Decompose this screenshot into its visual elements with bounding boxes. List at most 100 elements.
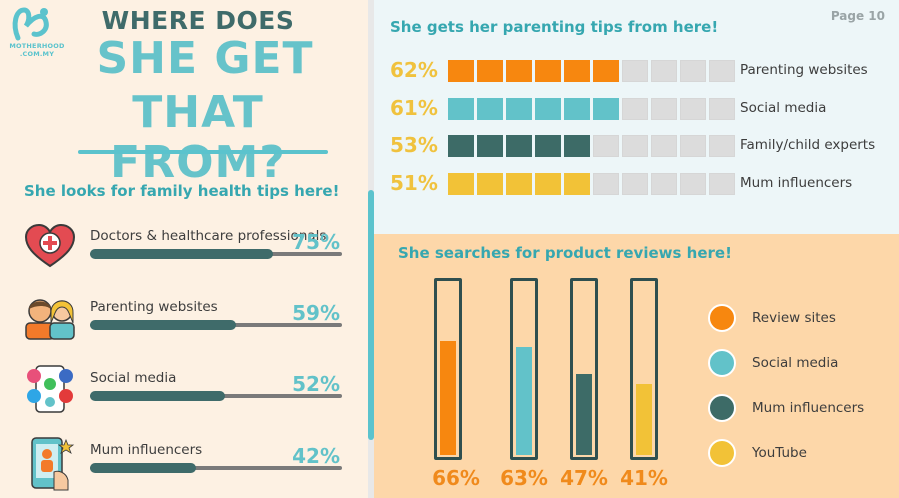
tube-review-sites [434,278,462,460]
tube-fill-social-media [516,347,532,455]
legend-label-youtube: YouTube [752,445,807,461]
legend-dot-review-sites [708,304,736,332]
tip-block [564,60,590,82]
legend-label-mum-influencers: Mum influencers [752,400,865,416]
legend-dot-social-media [708,349,736,377]
tip-block [593,60,619,82]
tip-pct-experts: 53% [390,133,438,157]
legend-dot-youtube [708,439,736,467]
tip-blocks-experts [448,135,738,159]
tip-block [622,60,648,82]
tip-block [535,98,561,120]
health-pct-influencers: 42% [292,444,340,468]
parents-icon [22,293,78,343]
health-label-doctors: Doctors & healthcare professionals [90,228,327,244]
tip-block [448,135,474,157]
tip-block [709,60,735,82]
motherhood-logo[interactable]: MOTHERHOOD .COM.MY [4,4,64,62]
logo-mark-icon [12,7,49,41]
social-apps-icon [22,364,78,414]
legend-social-media: Social media [708,349,888,379]
health-row-social: Social media 52% [20,364,350,414]
tip-block [506,60,532,82]
health-track-influencers [90,466,342,470]
tube-fill-review-sites [440,341,456,455]
review-pct-youtube: 41% [620,466,668,490]
tip-row-social: 61% Social media [390,96,890,124]
tube-mum-influencers [570,278,598,460]
health-pct-parenting: 59% [292,301,340,325]
tip-label-websites: Parenting websites [740,62,868,78]
logo-subtext: .COM.MY [19,50,55,58]
tip-block [709,135,735,157]
logo-text: MOTHERHOOD [9,42,65,50]
tip-block [506,98,532,120]
heart-plus-icon [22,222,78,272]
tip-blocks-social [448,98,738,122]
tip-block [535,60,561,82]
tip-block [680,135,706,157]
legend-label-social-media: Social media [752,355,839,371]
tip-block [651,60,677,82]
health-tips-heading: She looks for family health tips here! [24,182,340,200]
title-line-2: SHE GET [96,33,314,84]
health-bar-doctors [90,249,273,259]
health-bar-social [90,391,225,401]
tube-fill-mum-influencers [576,374,592,455]
health-bar-influencers [90,463,196,473]
health-pct-social: 52% [292,372,340,396]
tip-block [477,98,503,120]
tip-block [477,60,503,82]
scrollbar-thumb[interactable] [368,190,374,440]
tip-row-experts: 53% Family/child experts [390,133,890,161]
tip-block [564,98,590,120]
tip-block [680,60,706,82]
tip-block [535,173,561,195]
tip-block [477,173,503,195]
parenting-tips-heading: She gets her parenting tips from here! [390,18,719,36]
product-reviews-heading: She searches for product reviews here! [398,244,732,262]
tip-block [709,98,735,120]
tip-block [506,135,532,157]
page-number: Page 10 [830,9,885,23]
tip-pct-websites: 62% [390,58,438,82]
tip-block [448,173,474,195]
tip-block [593,98,619,120]
tip-block [593,135,619,157]
title-line-3: THAT FROM? [110,87,286,188]
tip-row-websites: 62% Parenting websites [390,58,890,86]
title-line-1: WHERE DOES [101,6,295,35]
legend-dot-mum-influencers [708,394,736,422]
product-reviews-panel: She searches for product reviews here! 6… [374,234,899,498]
title-underline [78,150,328,154]
parenting-tips-panel: Page 10 She gets her parenting tips from… [374,0,899,234]
tip-block [709,173,735,195]
legend-youtube: YouTube [708,439,888,469]
review-pct-social-media: 63% [500,466,548,490]
tip-block [622,98,648,120]
health-label-influencers: Mum influencers [90,442,203,458]
legend-review-sites: Review sites [708,304,888,334]
tip-row-influencers: 51% Mum influencers [390,171,890,199]
health-pct-doctors: 75% [292,230,340,254]
health-label-social: Social media [90,370,177,386]
health-row-doctors: Doctors & healthcare professionals 75% [20,222,350,272]
tube-social-media [510,278,538,460]
legend-label-review-sites: Review sites [752,310,836,326]
left-panel: MOTHERHOOD .COM.MY WHERE DOES SHE GET TH… [0,0,372,498]
tip-block [622,135,648,157]
tip-block [448,98,474,120]
health-bar-parenting [90,320,236,330]
tip-block [651,135,677,157]
tip-block [622,173,648,195]
tip-block [680,98,706,120]
tip-block [564,135,590,157]
tip-block [477,135,503,157]
tip-block [593,173,619,195]
legend-mum-influencers: Mum influencers [708,394,888,424]
tip-block [448,60,474,82]
tip-block [651,98,677,120]
health-label-parenting: Parenting websites [90,299,218,315]
tip-block [564,173,590,195]
tip-pct-influencers: 51% [390,171,438,195]
